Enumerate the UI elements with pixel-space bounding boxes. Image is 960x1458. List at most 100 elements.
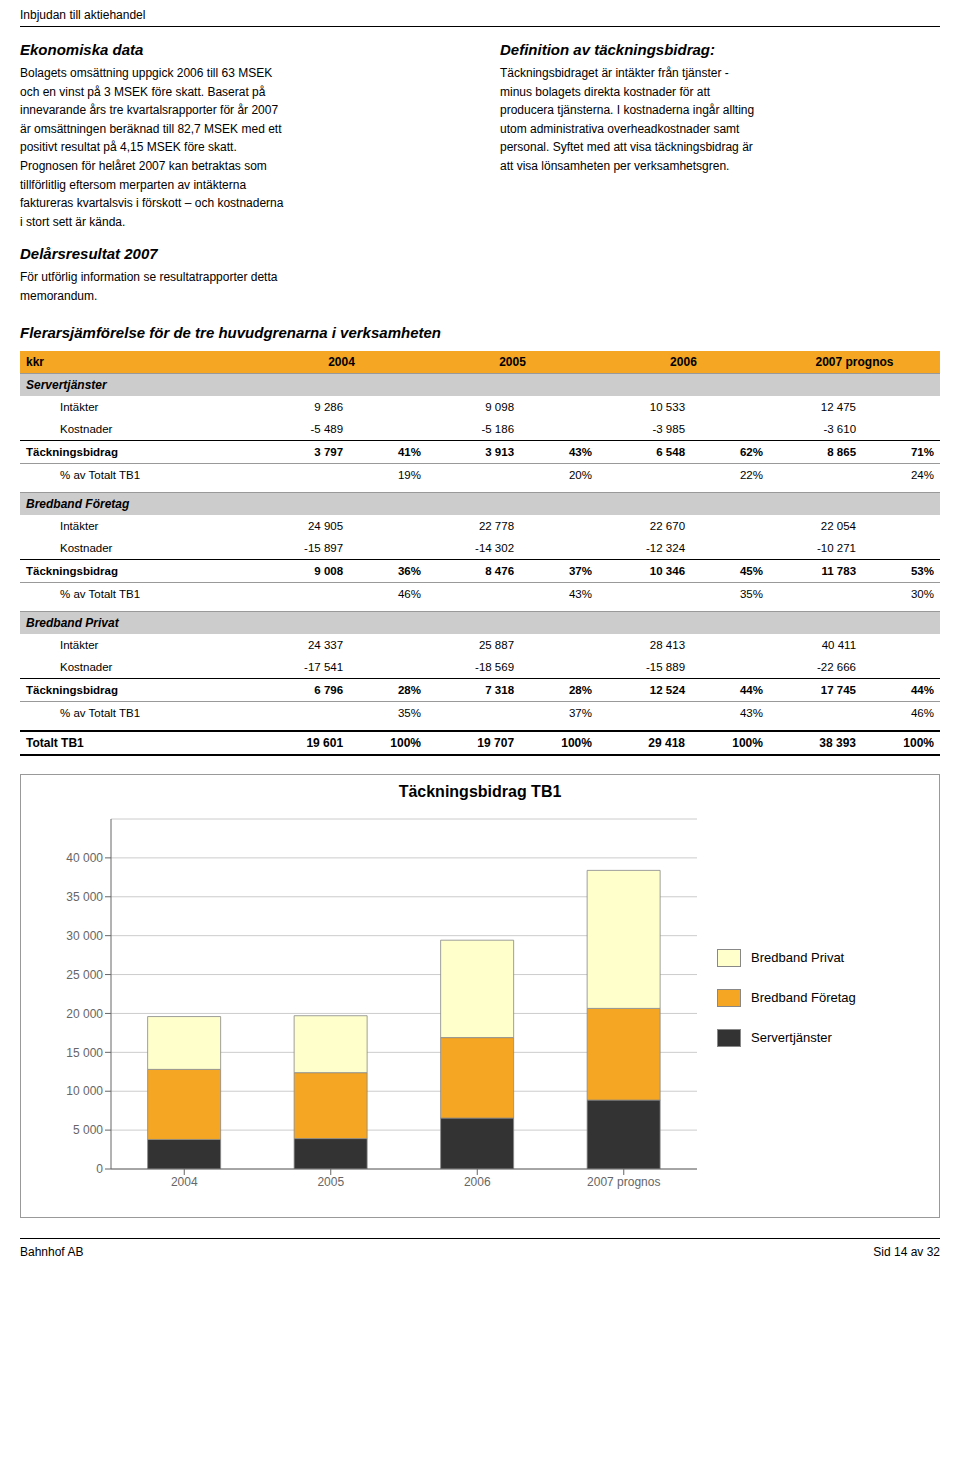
html-text:12 475: 12 475	[820, 400, 856, 413]
svg-text:35 000: 35 000	[66, 890, 103, 904]
html-text:10 346: 10 346	[649, 564, 685, 577]
html-text:62%: 62%	[739, 445, 763, 458]
html-text:2007 prognos: 2007 prognos	[815, 354, 894, 369]
html-text:Kostnader: Kostnader	[60, 422, 113, 435]
html-text:Totalt TB1: Totalt TB1	[26, 735, 84, 750]
html-text:Kostnader: Kostnader	[60, 541, 113, 554]
html-text:2005: 2005	[499, 354, 526, 369]
html-text:28 413: 28 413	[649, 638, 685, 651]
html-text:19 601: 19 601	[306, 735, 344, 750]
html-text:43%: 43%	[568, 445, 592, 458]
html-text:-17 541: -17 541	[304, 660, 344, 673]
html-text:-18 569: -18 569	[475, 660, 515, 673]
html-text:24 337: 24 337	[307, 638, 344, 651]
html-text:53%: 53%	[911, 564, 934, 577]
svg-text:40 000: 40 000	[66, 851, 103, 865]
html-text:11 783: 11 783	[821, 564, 856, 577]
html-text:2006: 2006	[670, 354, 697, 369]
html-text:-5 489: -5 489	[310, 422, 344, 435]
html-text:Bahnhof AB: Bahnhof AB	[20, 1244, 84, 1259]
html-text:24%: 24%	[911, 468, 934, 481]
html-text:Täckningsbidrag: Täckningsbidrag	[26, 445, 118, 458]
html-text:45%: 45%	[739, 564, 763, 577]
html-text:Täckningsbidrag TB1: Täckningsbidrag TB1	[398, 782, 562, 800]
svg-text:30 000: 30 000	[66, 928, 103, 942]
html-text:Intäkter: Intäkter	[60, 400, 99, 413]
html-text:Intäkter: Intäkter	[60, 638, 99, 651]
html-text:-3 985: -3 985	[652, 422, 685, 435]
html-text:Inbjudan till aktiehandel: Inbjudan till aktiehandel	[20, 8, 146, 22]
svg-text:15 000: 15 000	[66, 1045, 103, 1059]
svg-text:2004: 2004	[171, 1174, 198, 1188]
html-text:35%: 35%	[739, 587, 763, 600]
html-text:% av Totalt TB1: % av Totalt TB1	[60, 468, 141, 481]
html-text:Bredband Företag: Bredband Företag	[26, 496, 130, 511]
html-text:46%: 46%	[398, 587, 421, 600]
html-text:43%: 43%	[568, 587, 592, 600]
html-text:Bredband Privat: Bredband Privat	[26, 615, 119, 630]
html-text:3 913: 3 913	[485, 445, 515, 458]
html-text:-12 324: -12 324	[646, 541, 685, 554]
html-text:22%: 22%	[739, 468, 763, 481]
html-text:Servertjänster: Servertjänster	[26, 377, 107, 392]
html-text:8 476: 8 476	[485, 564, 515, 577]
svg-text:0: 0	[96, 1162, 103, 1176]
html-text:19 707: 19 707	[477, 735, 515, 750]
html-text:2004: 2004	[328, 354, 355, 369]
html-text:24 905: 24 905	[307, 519, 344, 532]
html-text:För utförlig information se re: För utförlig information se resultatrapp…	[20, 270, 278, 303]
html-text:-3 610: -3 610	[823, 422, 856, 435]
html-text:37%: 37%	[568, 564, 592, 577]
html-text:-14 302: -14 302	[475, 541, 515, 554]
html-text:71%: 71%	[911, 445, 934, 458]
html-text:22 778: 22 778	[478, 519, 515, 532]
html-text:9 008: 9 008	[314, 564, 344, 577]
html-text:41%: 41%	[398, 445, 421, 458]
html-text:-15 897: -15 897	[304, 541, 344, 554]
html-text:36%: 36%	[398, 564, 421, 577]
html-text:Bredband Företag: Bredband Företag	[751, 990, 856, 1005]
html-text:8 865: 8 865	[827, 445, 856, 458]
html-text:Servertjänster: Servertjänster	[751, 1030, 832, 1045]
svg-text:5 000: 5 000	[73, 1123, 103, 1137]
html-text:% av Totalt TB1: % av Totalt TB1	[60, 587, 141, 600]
html-text:38 393: 38 393	[819, 735, 856, 750]
html-text:Flerarsjämförelse för de tre h: Flerarsjämförelse för de tre huvudgrenar…	[20, 323, 441, 341]
html-text:Sid 14 av 32: Sid 14 av 32	[873, 1244, 940, 1259]
html-text:100%: 100%	[903, 735, 934, 750]
svg-text:10 000: 10 000	[66, 1084, 103, 1098]
html-text:22 054: 22 054	[820, 519, 856, 532]
html-text:100%: 100%	[561, 735, 592, 750]
html-text:Intäkter: Intäkter	[60, 519, 99, 532]
html-text:Definition av täckningsbidrag:: Definition av täckningsbidrag:	[500, 41, 715, 58]
html-text:kkr: kkr	[26, 354, 44, 369]
html-text:9 286: 9 286	[314, 400, 344, 413]
svg-text:25 000: 25 000	[66, 967, 103, 981]
html-text:9 098: 9 098	[485, 400, 515, 413]
svg-text:2005: 2005	[317, 1174, 344, 1188]
html-text:Täckningsbidrag: Täckningsbidrag	[26, 564, 118, 577]
html-text:-10 271: -10 271	[817, 541, 856, 554]
html-text:100%: 100%	[390, 735, 421, 750]
html-text:Täckningsbidraget är intäkter: Täckningsbidraget är intäkter från tjäns…	[500, 66, 755, 173]
html-text:29 418: 29 418	[648, 735, 685, 750]
html-text:20%: 20%	[568, 468, 592, 481]
html-text:Bolagets omsättning uppgick 20: Bolagets omsättning uppgick 2006 till 63…	[20, 66, 284, 229]
html-text:40 411: 40 411	[821, 638, 856, 651]
html-text:22 670: 22 670	[649, 519, 685, 532]
svg-text:2006: 2006	[464, 1174, 491, 1188]
html-text:3 797: 3 797	[314, 445, 344, 458]
html-text:6 548: 6 548	[656, 445, 685, 458]
html-text:30%: 30%	[911, 587, 934, 600]
html-text:Ekonomiska data: Ekonomiska data	[20, 41, 144, 58]
html-text:10 533: 10 533	[649, 400, 685, 413]
html-text:19%: 19%	[398, 468, 421, 481]
html-text:100%: 100%	[732, 735, 763, 750]
html-text:Delårsresultat 2007: Delårsresultat 2007	[20, 245, 158, 263]
html-text:25 887: 25 887	[478, 638, 515, 651]
svg-text:2007 prognos: 2007 prognos	[587, 1174, 660, 1188]
html-text:Bredband Privat: Bredband Privat	[751, 950, 845, 965]
svg-text:20 000: 20 000	[66, 1006, 103, 1020]
html-text:-5 186: -5 186	[481, 422, 515, 435]
html-text:Kostnader: Kostnader	[60, 660, 113, 673]
